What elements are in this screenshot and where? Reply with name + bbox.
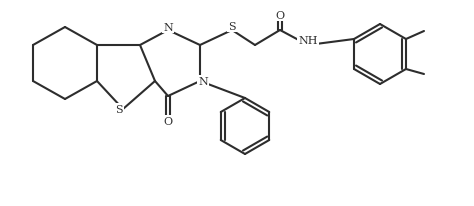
Text: NH: NH — [298, 36, 318, 46]
Text: N: N — [198, 77, 208, 87]
Text: N: N — [163, 23, 173, 33]
Text: O: O — [164, 116, 173, 126]
Text: O: O — [275, 11, 284, 21]
Text: S: S — [115, 104, 123, 115]
Text: S: S — [228, 22, 236, 32]
